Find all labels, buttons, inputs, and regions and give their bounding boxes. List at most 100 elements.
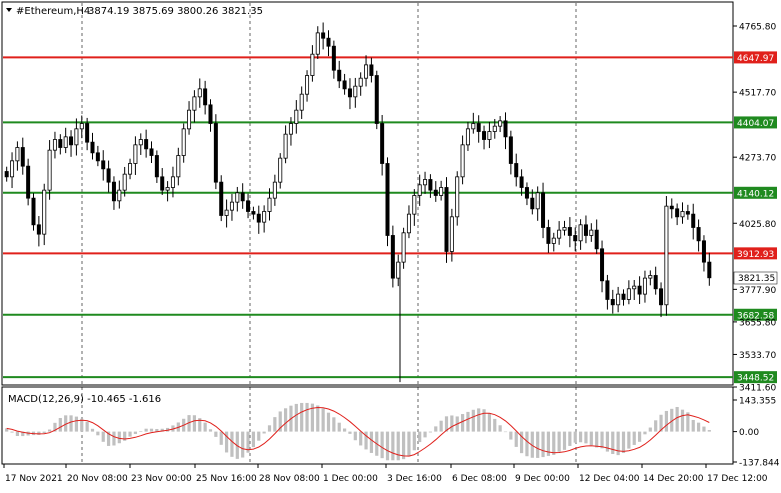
candle xyxy=(20,137,25,175)
macd-bar xyxy=(251,431,256,448)
macd-bar xyxy=(208,429,213,432)
candle-body xyxy=(358,77,363,87)
candle-body xyxy=(15,147,20,162)
candle xyxy=(85,117,90,151)
macd-bar xyxy=(47,429,52,432)
candle xyxy=(144,129,149,158)
candle-body xyxy=(342,80,347,90)
time-tick-label: 25 Nov 16:00 xyxy=(196,474,257,484)
macd-bar xyxy=(85,421,89,432)
candle xyxy=(42,183,47,246)
candle xyxy=(482,125,487,150)
candle-body xyxy=(460,144,465,178)
macd-bar xyxy=(321,408,325,432)
level-label: 4404.07 xyxy=(737,119,774,129)
candle xyxy=(278,153,283,189)
macd-bar xyxy=(444,416,449,432)
candle xyxy=(583,215,588,244)
candle xyxy=(106,160,111,193)
candle-body xyxy=(170,176,175,188)
candle xyxy=(58,134,63,155)
macd-bar xyxy=(5,428,9,432)
macd-bar xyxy=(482,409,486,432)
candle-body xyxy=(530,197,535,210)
candle xyxy=(111,176,116,210)
candle xyxy=(439,180,444,201)
macd-bar xyxy=(15,431,20,436)
candle xyxy=(69,130,74,157)
candle xyxy=(385,157,390,247)
macd-bar xyxy=(21,431,25,437)
candle-body xyxy=(294,109,299,124)
level-badge xyxy=(734,247,777,260)
candle-body xyxy=(578,224,583,242)
candle-body xyxy=(444,187,449,252)
macd-bar xyxy=(412,431,416,451)
macd-bar xyxy=(58,418,62,432)
candle-body xyxy=(310,53,315,76)
candle xyxy=(449,208,454,262)
menu-triangle-icon[interactable] xyxy=(6,8,12,12)
candle-body xyxy=(138,139,143,146)
macd-bar xyxy=(42,431,46,434)
candle xyxy=(251,206,256,220)
time-tick-label: 20 Nov 08:00 xyxy=(67,474,128,484)
candle xyxy=(535,186,540,221)
candle-body xyxy=(144,139,149,150)
macd-bar xyxy=(557,431,561,452)
macd-bar xyxy=(498,425,502,432)
candle-body xyxy=(203,88,208,106)
price-tick-label: 3533.70 xyxy=(739,351,776,361)
candle-body xyxy=(632,285,637,290)
macd-bar xyxy=(273,417,277,432)
candle-body xyxy=(567,227,572,236)
macd-bar xyxy=(219,431,223,445)
macd-bar xyxy=(584,431,588,444)
candle-body xyxy=(165,187,170,191)
candle-body xyxy=(685,211,690,215)
current-price-label: 3821.35 xyxy=(738,274,775,284)
macd-bar xyxy=(487,413,492,432)
candle xyxy=(305,70,310,102)
candle-body xyxy=(653,275,658,290)
candle-body xyxy=(412,195,417,215)
candle-body xyxy=(117,189,122,202)
candle-body xyxy=(235,192,240,203)
macd-bar xyxy=(675,406,679,432)
candle xyxy=(369,57,374,83)
macd-bar xyxy=(187,415,191,432)
candle xyxy=(557,221,562,245)
macd-bar xyxy=(493,418,497,432)
candle-body xyxy=(95,152,100,162)
candle-body xyxy=(696,227,701,242)
candle-body xyxy=(637,285,642,295)
candle xyxy=(492,118,497,139)
candle xyxy=(358,72,363,96)
price-tick-label: 4273.70 xyxy=(739,154,776,164)
candle-body xyxy=(224,209,229,216)
candle-body xyxy=(106,168,111,183)
candle xyxy=(610,289,615,314)
level-badge xyxy=(734,116,777,129)
candle-body xyxy=(315,32,320,55)
candle xyxy=(326,30,331,57)
candle-body xyxy=(272,181,277,199)
ohlc-header: 3874.19 3875.69 3800.26 3821.35 xyxy=(88,6,263,17)
candle-body xyxy=(213,123,218,183)
macd-bar xyxy=(605,431,610,452)
candle-body xyxy=(610,299,615,306)
macd-bar xyxy=(316,405,320,432)
candle-body xyxy=(482,131,487,140)
candle-body xyxy=(701,240,706,263)
candle xyxy=(567,217,572,248)
candle-body xyxy=(101,160,106,170)
candle xyxy=(406,205,411,239)
candle-body xyxy=(149,148,154,156)
candle xyxy=(79,115,84,139)
macd-bar xyxy=(160,428,164,432)
candle xyxy=(621,289,626,306)
macd-bar xyxy=(621,431,626,453)
candle xyxy=(154,150,159,183)
macd-bar xyxy=(128,431,132,437)
candle-body xyxy=(514,163,519,178)
